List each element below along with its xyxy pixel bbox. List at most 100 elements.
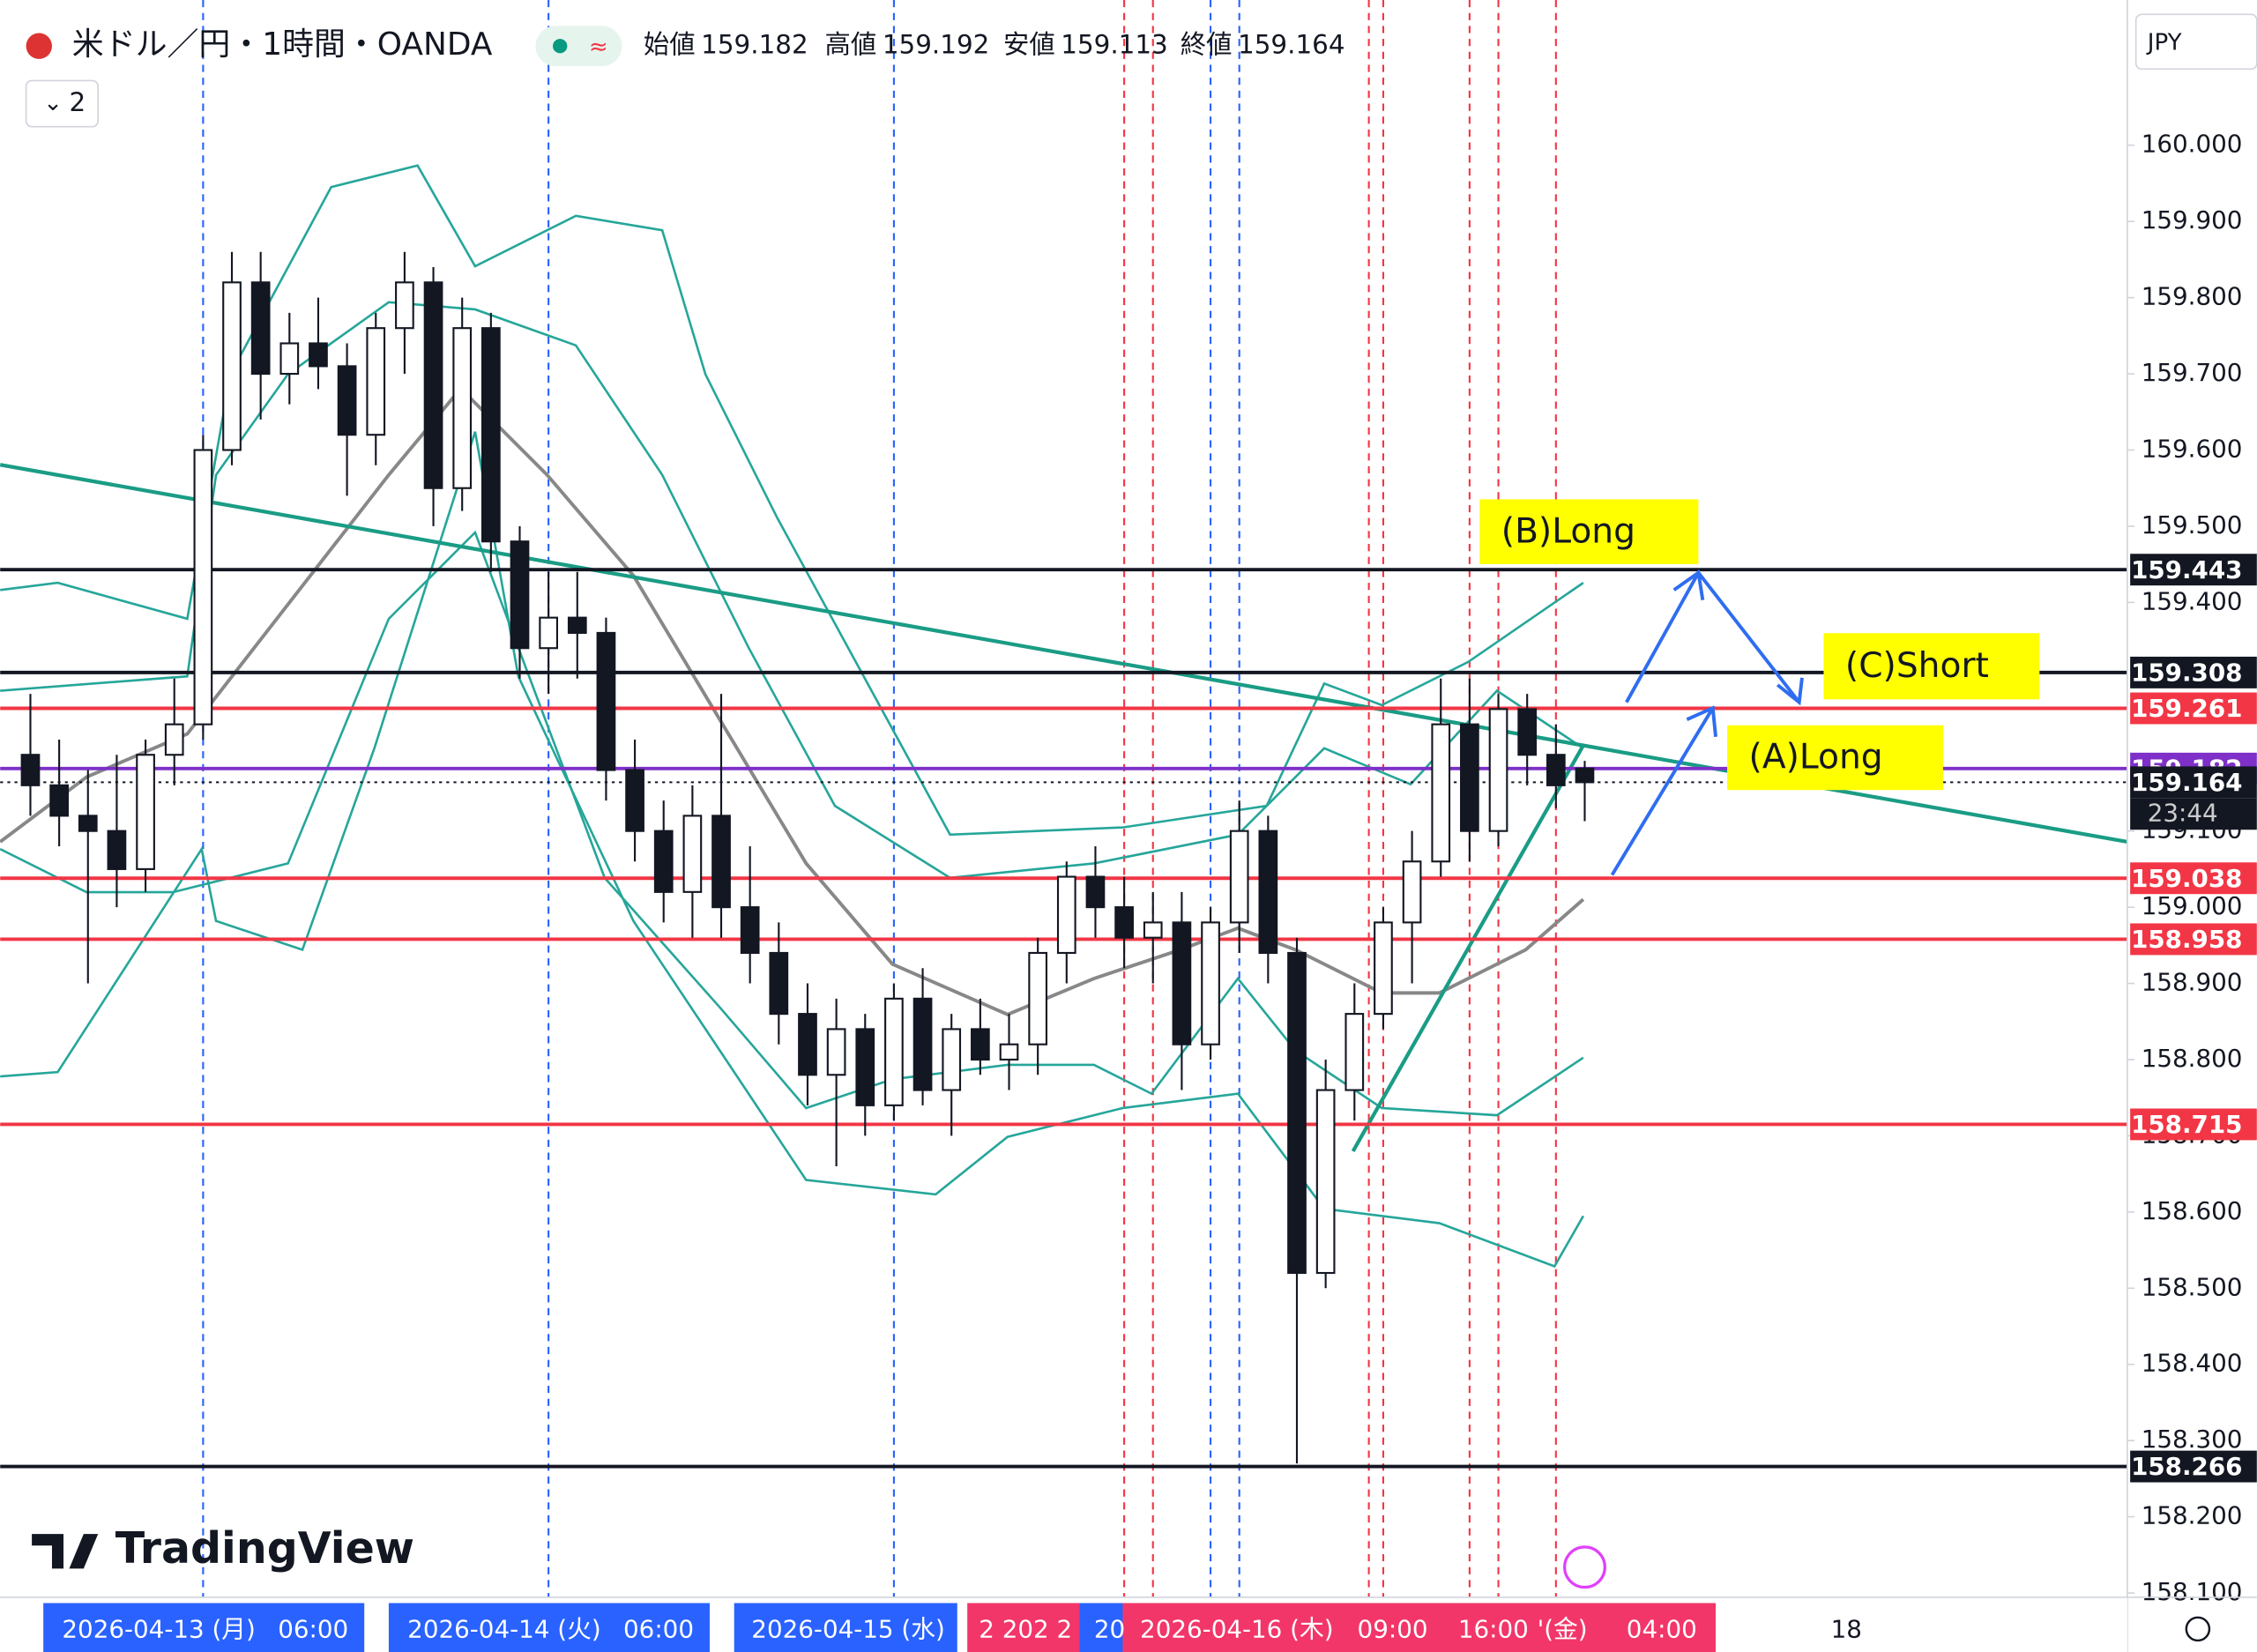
- ohlc-label: 高値: [825, 30, 877, 60]
- x-tick-label: 04:00: [1627, 1615, 1697, 1644]
- y-tick-label: 160.000: [2142, 130, 2243, 159]
- time-box: [1122, 1603, 1717, 1652]
- x-tick-label: 06:00: [278, 1615, 348, 1644]
- candle-body: [1546, 754, 1566, 786]
- y-tick-label: 158.900: [2142, 968, 2243, 997]
- annotation-box: [1479, 499, 1699, 564]
- price-tag: [2130, 862, 2257, 895]
- candle-body: [1229, 830, 1249, 924]
- candle-body: [1028, 951, 1048, 1046]
- candle-body: [49, 784, 69, 817]
- candle-body: [769, 951, 789, 1016]
- candle-body: [136, 754, 155, 870]
- x-tick-label: 2 202 2: [979, 1615, 1072, 1644]
- candle-body: [1085, 875, 1106, 909]
- candle-body: [1575, 767, 1595, 784]
- price-tag-label: 159.164: [2131, 768, 2242, 797]
- ohlc-label: 終値: [1181, 30, 1233, 60]
- candle-body: [625, 769, 644, 832]
- price-tag: [2130, 1450, 2257, 1483]
- candle-body: [480, 327, 501, 543]
- time-box: [388, 1603, 710, 1652]
- price-axis-labels: 160.000 159.900 159.800 159.700 159.600 159.5…: [2127, 130, 2243, 1606]
- price-tag: [2130, 923, 2257, 956]
- candle-body: [279, 342, 300, 376]
- candle-body: [1287, 951, 1307, 1275]
- candle-body: [884, 997, 904, 1106]
- candle-body: [1258, 830, 1278, 955]
- time-box: [43, 1603, 365, 1652]
- y-tick-label: 158.400: [2142, 1349, 2243, 1378]
- ohlc-label: 安値: [1003, 30, 1055, 60]
- candle-body: [999, 1043, 1019, 1061]
- ohlc-value: 159.113: [1061, 30, 1167, 60]
- flag-icon: [26, 33, 52, 59]
- price-tag: [2130, 1108, 2257, 1141]
- candle-body: [1201, 921, 1220, 1046]
- status-icon: ≈: [589, 33, 608, 60]
- candle-body: [567, 616, 587, 635]
- candle-body: [1517, 708, 1538, 756]
- arrow: [1610, 705, 1717, 876]
- countdown-tag: [2130, 798, 2257, 830]
- y-tick-label: 158.200: [2142, 1501, 2243, 1530]
- session-lines: [202, 0, 1557, 1597]
- y-tick-label: 158.300: [2142, 1425, 2243, 1454]
- y-tick-label: 159.600: [2142, 434, 2243, 463]
- price-tag-label: 158.266: [2131, 1452, 2242, 1481]
- candle-body: [337, 365, 357, 436]
- x-tick-label: 06:00: [623, 1615, 694, 1644]
- candle-body: [1143, 921, 1163, 939]
- time-labels: 2026-04-13 (月) 06:00 2026-04-14 (火) 06:00 20…: [62, 1615, 1862, 1644]
- y-tick-label: 158.500: [2142, 1272, 2243, 1301]
- candle-body: [942, 1028, 962, 1091]
- x-tick-label: 20: [1094, 1615, 1125, 1644]
- annotation-box: [1823, 633, 2040, 700]
- candles: [20, 251, 1595, 1464]
- y-tick-label: 158.800: [2142, 1044, 2243, 1073]
- annotation-box: [1727, 725, 1943, 791]
- ohlc-header: 始値 159.182 高値 159.192 安値 159.113 終値 159.164: [644, 30, 1345, 60]
- candle-body: [826, 1028, 846, 1076]
- candle-body: [78, 815, 98, 832]
- price-tag: [2130, 766, 2257, 799]
- ohlc-value: 159.192: [883, 30, 989, 60]
- candle-body: [596, 631, 616, 771]
- candle-body: [711, 815, 731, 909]
- x-tick-label: 18: [1831, 1615, 1862, 1644]
- candle-body: [855, 1028, 875, 1106]
- y-tick-label: 158.100: [2142, 1577, 2243, 1606]
- x-tick-label: 2026-04-15 (水): [751, 1615, 944, 1644]
- legend-toggle[interactable]: [25, 79, 100, 128]
- ohlc-value: 159.182: [701, 30, 808, 60]
- arrows: [1610, 569, 1804, 876]
- chevron: ⌄: [43, 90, 63, 116]
- candle-body: [912, 997, 933, 1091]
- price-tag: [2130, 656, 2257, 688]
- y-tick-label: 159.800: [2142, 282, 2243, 311]
- candle-body: [1374, 921, 1393, 1016]
- candle-body: [798, 1013, 817, 1076]
- x-tick-label: 2026-04-13 (月): [62, 1615, 255, 1644]
- candle-body: [20, 754, 41, 786]
- candle-body: [1345, 1013, 1365, 1091]
- candle-body: [309, 342, 328, 368]
- ohlc-label: 始値: [644, 30, 696, 60]
- price-tag-label: 159.038: [2131, 864, 2242, 893]
- price-tag: [2130, 554, 2257, 586]
- candle-body: [510, 540, 530, 650]
- candle-body: [1460, 723, 1479, 832]
- candle-body: [250, 281, 271, 376]
- annotation: (C)Short: [1845, 646, 1989, 686]
- candle-body: [164, 723, 184, 756]
- x-tick-label: 09:00: [1358, 1615, 1428, 1644]
- candle-body: [971, 1028, 990, 1061]
- price-tags: 159.443159.308159.261159.182159.16423:44…: [2130, 554, 2257, 1483]
- y-tick-label: 159.500: [2142, 510, 2243, 540]
- candle-body: [1431, 723, 1451, 863]
- event-icon[interactable]: [1562, 1545, 1606, 1589]
- settings-icon[interactable]: [2185, 1616, 2211, 1642]
- countdown: 23:44: [2148, 798, 2218, 827]
- candle-body: [193, 449, 213, 726]
